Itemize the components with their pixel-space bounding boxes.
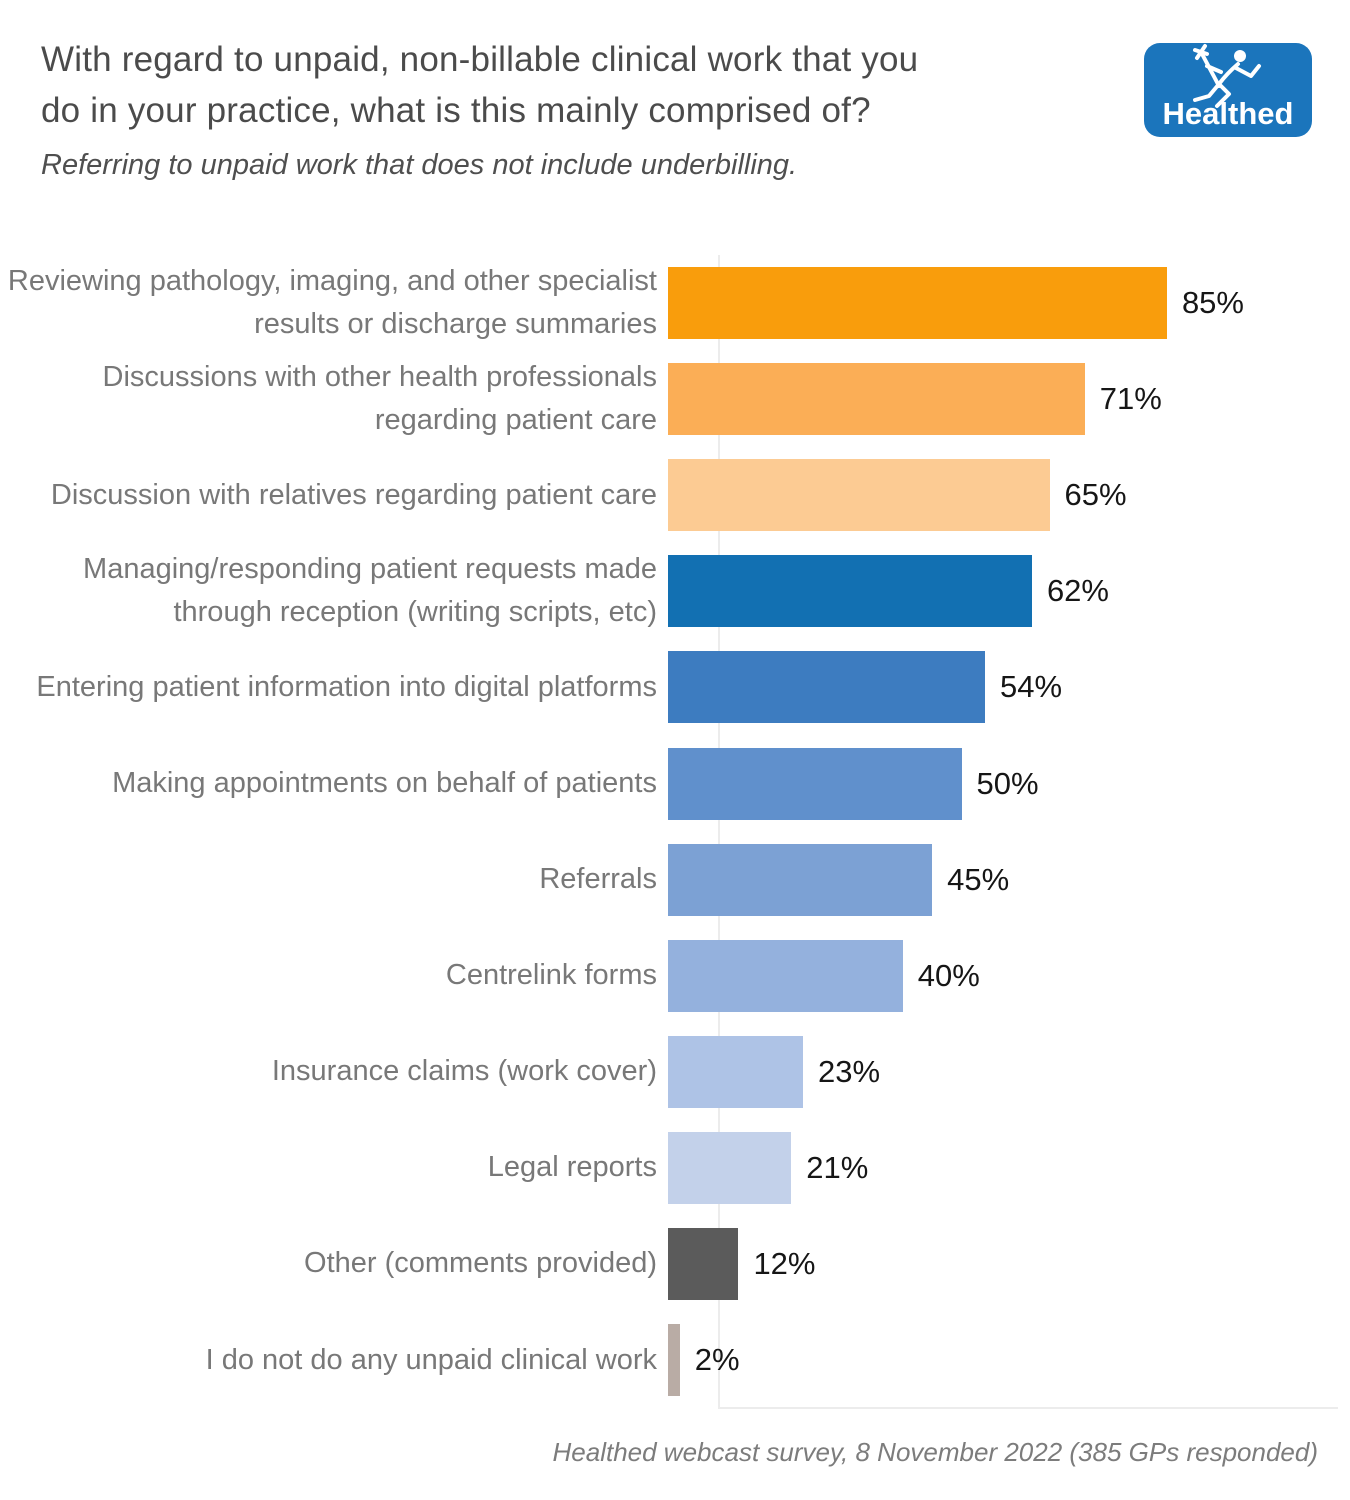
bar-zone: 71% [618, 351, 1350, 447]
bar-row: Discussion with relatives regarding pati… [0, 447, 1350, 543]
category-label: Entering patient information into digita… [36, 670, 657, 703]
bar-row: Reviewing pathology, imaging, and other … [0, 255, 1350, 351]
logo-background [1144, 43, 1312, 137]
category-label: Centrelink forms [445, 959, 657, 992]
value-label: 54% [999, 669, 1063, 705]
chart-title-line-1: With regard to unpaid, non-billable clin… [41, 40, 919, 79]
bar-row: Entering patient information into digita… [0, 639, 1350, 735]
bar[interactable] [668, 843, 933, 916]
value-label: 85% [1181, 285, 1244, 321]
bar-row: Making appointments on behalf of patient… [0, 735, 1350, 831]
bar-row: Insurance claims (work cover) 23% [0, 1024, 1350, 1120]
category-label: Referrals [539, 863, 657, 896]
logo-wordmark: Healthed [1163, 96, 1294, 131]
bar-row: Legal reports 21% [0, 1120, 1350, 1216]
bar[interactable] [668, 939, 903, 1012]
bar[interactable] [668, 555, 1032, 628]
bar-row: Referrals 45% [0, 832, 1350, 928]
bar[interactable] [668, 459, 1050, 532]
category-label: Legal reports [487, 1151, 657, 1184]
value-label: 21% [806, 1149, 869, 1185]
bar-chart: Reviewing pathology, imaging, and other … [0, 255, 1350, 1415]
bar[interactable] [668, 363, 1085, 436]
bar-zone: 40% [618, 928, 1350, 1024]
bar-row: Discussions with other health profession… [0, 351, 1350, 447]
bar-rows: Reviewing pathology, imaging, and other … [0, 255, 1350, 1408]
bar-zone: 62% [618, 543, 1350, 639]
bar-zone: 54% [618, 639, 1350, 735]
hermes-runner-icon [1193, 44, 1261, 108]
chart-title-line-2: do in your practice, what is this mainly… [41, 91, 871, 130]
chart-subtitle: Referring to unpaid work that does not i… [41, 149, 798, 181]
bar[interactable] [668, 651, 985, 724]
value-label: 62% [1046, 573, 1109, 609]
bar-zone: 21% [618, 1120, 1350, 1216]
category-label: Other (comments provided) [304, 1247, 657, 1280]
bar-row: Managing/responding patient requests mad… [0, 543, 1350, 639]
category-label: Discussion with relatives regarding pati… [50, 478, 657, 511]
value-label: 65% [1064, 477, 1127, 513]
bar[interactable] [668, 267, 1167, 340]
bar-zone: 2% [618, 1312, 1350, 1408]
value-label: 23% [818, 1053, 881, 1089]
healthed-logo: Healthed [1144, 43, 1312, 137]
category-label: Discussions with other health profession… [102, 361, 658, 437]
category-label: Making appointments on behalf of patient… [112, 767, 657, 800]
category-label: I do not do any unpaid clinical work [205, 1343, 657, 1376]
bar-zone: 65% [618, 447, 1350, 543]
category-label: Reviewing pathology, imaging, and other … [7, 265, 657, 341]
category-label: Managing/responding patient requests mad… [83, 553, 657, 629]
bar-zone: 23% [618, 1024, 1350, 1120]
bar-zone: 85% [618, 255, 1350, 351]
x-axis-line [718, 1407, 1338, 1409]
bar-zone: 12% [618, 1216, 1350, 1312]
value-label: 71% [1099, 381, 1162, 417]
bar-zone: 50% [618, 735, 1350, 831]
bar[interactable] [668, 1324, 680, 1397]
y-axis-line [718, 255, 720, 1408]
bar-zone: 45% [618, 832, 1350, 928]
value-label: 40% [917, 957, 980, 993]
value-label: 45% [947, 861, 1010, 897]
bar[interactable] [668, 1131, 792, 1204]
bar[interactable] [668, 1227, 739, 1300]
bar-row: Centrelink forms 40% [0, 928, 1350, 1024]
chart-header: With regard to unpaid, non-billable clin… [41, 34, 1131, 185]
category-label: Insurance claims (work cover) [271, 1055, 657, 1088]
value-label: 2% [694, 1342, 740, 1378]
value-label: 50% [976, 765, 1039, 801]
source-note: Healthed webcast survey, 8 November 2022… [552, 1437, 1319, 1467]
value-label: 12% [753, 1245, 816, 1281]
bar-row: I do not do any unpaid clinical work 2% [0, 1312, 1350, 1408]
bar-row: Other (comments provided) 12% [0, 1216, 1350, 1312]
bar[interactable] [668, 1035, 803, 1108]
bar[interactable] [668, 747, 962, 820]
